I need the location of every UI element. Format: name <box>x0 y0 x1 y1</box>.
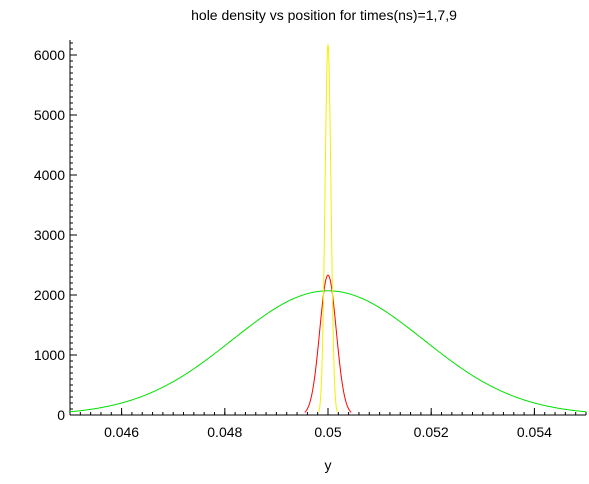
y-tick-label: 6000 <box>34 47 65 63</box>
series-line-2 <box>304 274 352 413</box>
x-tick-label: 0.054 <box>517 424 552 440</box>
y-tick-label: 5000 <box>34 107 65 123</box>
chart-title: hole density vs position for times(ns)=1… <box>191 7 457 23</box>
series-layer <box>69 44 587 413</box>
y-tick-label: 2000 <box>34 287 65 303</box>
x-axis-label: y <box>325 457 332 473</box>
x-tick-label: 0.05 <box>314 424 341 440</box>
y-tick-label: 1000 <box>34 347 65 363</box>
x-tick-label: 0.052 <box>414 424 449 440</box>
axes: 0.046 0.048 0.05 0.052 0.054 0 1000 2000 3000 400… <box>34 40 587 440</box>
x-tick-label: 0.048 <box>207 424 242 440</box>
y-tick-label: 0 <box>57 407 65 423</box>
x-tick-label: 0.046 <box>104 424 139 440</box>
series-line-1 <box>69 290 587 413</box>
y-tick-label: 3000 <box>34 227 65 243</box>
y-tick-label: 4000 <box>34 167 65 183</box>
series-line-3 <box>318 44 338 413</box>
